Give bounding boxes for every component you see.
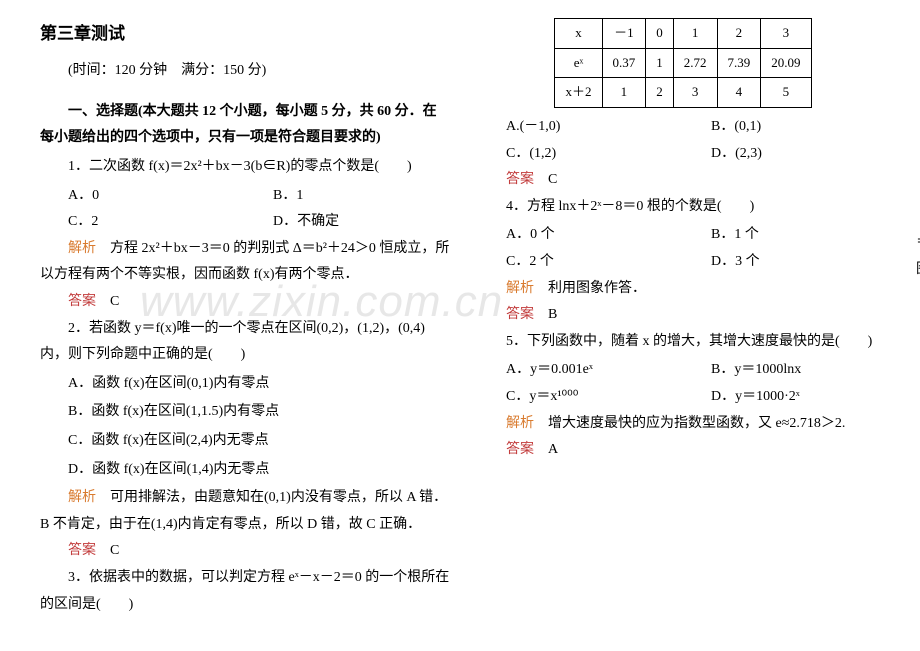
q4-opts-row1: A．0 个 B．1 个 — [478, 222, 888, 249]
cell: 3 — [761, 19, 811, 49]
page-content: 第三章测试 (时间：120 分钟 满分：150 分) 一、选择题(本大题共 12… — [0, 0, 920, 651]
cell: 20.09 — [761, 48, 811, 78]
analysis-text: 方程 2x²＋bx－3＝0 的判别式 Δ＝b²＋24＞0 恒成立，所以方程有两个… — [40, 241, 449, 283]
answer-label: 答案 — [506, 442, 534, 457]
analysis-text: 利用图象作答． — [534, 281, 646, 296]
cell: eˣ — [555, 48, 602, 78]
cell: 4 — [717, 78, 761, 108]
analysis-label: 解析 — [506, 281, 534, 296]
q1-opts-row2: C．2 D．不确定 — [40, 209, 450, 236]
q5-opt-b: B．y＝1000lnx — [683, 357, 888, 384]
q4-analysis: 解析 利用图象作答． — [478, 276, 888, 303]
q1-opt-b: B．1 — [245, 183, 450, 210]
analysis-text: 增大速度最快的应为指数型函数，又 e≈2.718＞2. — [534, 416, 845, 431]
cell: 5 — [761, 78, 811, 108]
answer-text: B — [534, 307, 557, 322]
q2-opt-a: A．函数 f(x)在区间(0,1)内有零点 — [40, 371, 450, 398]
q2-analysis: 解析 可用排解法，由题意知在(0,1)内没有零点，所以 A 错．B 不肯定，由于… — [40, 485, 450, 538]
cell: 1 — [646, 48, 674, 78]
q1-opt-a: A．0 — [40, 183, 245, 210]
cell: x＋2 — [555, 78, 602, 108]
q3-opt-c: C．(1,2) — [478, 141, 683, 168]
section-heading: 一、选择题(本大题共 12 个小题，每小题 5 分，共 60 分．在每小题给出的… — [40, 99, 450, 152]
q4-opt-c: C．2 个 — [478, 249, 683, 276]
table-row: eˣ 0.37 1 2.72 7.39 20.09 — [555, 48, 811, 78]
q1-opt-d: D．不确定 — [245, 209, 450, 236]
answer-label: 答案 — [506, 172, 534, 187]
q1-analysis: 解析 方程 2x²＋bx－3＝0 的判别式 Δ＝b²＋24＞0 恒成立，所以方程… — [40, 236, 450, 289]
q3-table: x －1 0 1 2 3 eˣ 0.37 1 2.72 7.39 20.09 x… — [554, 18, 811, 108]
cell: 2 — [717, 19, 761, 49]
q1-answer: 答案 C — [40, 289, 450, 316]
q5-stem: 5．下列函数中，随着 x 的增大，其增大速度最快的是( ) — [478, 329, 888, 356]
q4-answer: 答案 B — [478, 302, 888, 329]
answer-text: C — [96, 543, 119, 558]
answer-label: 答案 — [68, 294, 96, 309]
q2-answer: 答案 C — [40, 538, 450, 565]
q3-answer: 答案 C — [478, 167, 888, 194]
q5-opt-c: C．y＝x¹⁰⁰⁰ — [478, 384, 683, 411]
q3-stem: 3．依据表中的数据，可以判定方程 eˣ－x－2＝0 的一个根所在的区间是( ) — [40, 565, 450, 618]
subtitle: (时间：120 分钟 满分：150 分) — [40, 58, 450, 85]
answer-label: 答案 — [68, 543, 96, 558]
q4-opt-d: D．3 个 — [683, 249, 888, 276]
q5-analysis: 解析 增大速度最快的应为指数型函数，又 e≈2.718＞2. — [478, 411, 888, 438]
cell: 7.39 — [717, 48, 761, 78]
cell: －1 — [602, 19, 646, 49]
q1-opt-c: C．2 — [40, 209, 245, 236]
q1-opts-row1: A．0 B．1 — [40, 183, 450, 210]
answer-text: A — [534, 442, 558, 457]
q2-opt-d: D．函数 f(x)在区间(1,4)内无零点 — [40, 457, 450, 484]
q5-opt-a: A．y＝0.001eˣ — [478, 357, 683, 384]
q2-stem: 2．若函数 y＝f(x)唯一的一个零点在区间(0,2)，(1,2)，(0,4)内… — [40, 316, 450, 369]
cell: x — [555, 19, 602, 49]
q5-opt-d: D．y＝1000·2ˣ — [683, 384, 888, 411]
q5-opts-row2: C．y＝x¹⁰⁰⁰ D．y＝1000·2ˣ — [478, 384, 888, 411]
cell: 3 — [673, 78, 717, 108]
cell: 0.37 — [602, 48, 646, 78]
analysis-label: 解析 — [68, 490, 96, 505]
q4-stem: 4．方程 lnx＋2ˣ－8＝0 根的个数是( ) — [478, 194, 888, 221]
q4-opt-b: B．1 个 — [683, 222, 888, 249]
cell: 0 — [646, 19, 674, 49]
q3-opt-b: B．(0,1) — [683, 114, 888, 141]
answer-label: 答案 — [506, 307, 534, 322]
table-row: x＋2 1 2 3 4 5 — [555, 78, 811, 108]
cell: 1 — [602, 78, 646, 108]
q3-opts-row2: C．(1,2) D．(2,3) — [478, 141, 888, 168]
answer-text: C — [534, 172, 557, 187]
q3-opt-a: A.(－1,0) — [478, 114, 683, 141]
chapter-title: 第三章测试 — [40, 18, 450, 50]
q1-stem: 1．二次函数 f(x)＝2x²＋bx－3(b∈R)的零点个数是( ) — [40, 154, 450, 181]
table-row: x －1 0 1 2 3 — [555, 19, 811, 49]
q2-opt-c: C．函数 f(x)在区间(2,4)内无零点 — [40, 428, 450, 455]
cell: 2 — [646, 78, 674, 108]
q4-opts-row2: C．2 个 D．3 个 — [478, 249, 888, 276]
answer-text: C — [96, 294, 119, 309]
analysis-label: 解析 — [68, 241, 96, 256]
section-text: 一、选择题(本大题共 12 个小题，每小题 5 分，共 60 分．在每小题给出的… — [40, 104, 437, 146]
analysis-text: 可用排解法，由题意知在(0,1)内没有零点，所以 A 错．B 不肯定，由于在(1… — [40, 490, 447, 532]
cell: 2.72 — [673, 48, 717, 78]
q5-answer: 答案 A — [478, 437, 888, 464]
q5-opts-row1: A．y＝0.001eˣ B．y＝1000lnx — [478, 357, 888, 384]
trapezoid-figure: O A B C x y x=t 1 1 2 — [916, 18, 920, 194]
analysis-label: 解析 — [506, 416, 534, 431]
q3-opts-row1: A.(－1,0) B．(0,1) — [478, 114, 888, 141]
cell: 1 — [673, 19, 717, 49]
q4-opt-a: A．0 个 — [478, 222, 683, 249]
q6-stem: 6．已知直角梯形 OABC 中，AB∥OC，BC⊥OC，AB＝1，OC＝BC＝2… — [916, 204, 920, 284]
q2-opt-b: B．函数 f(x)在区间(1,1.5)内有零点 — [40, 399, 450, 426]
q3-opt-d: D．(2,3) — [683, 141, 888, 168]
